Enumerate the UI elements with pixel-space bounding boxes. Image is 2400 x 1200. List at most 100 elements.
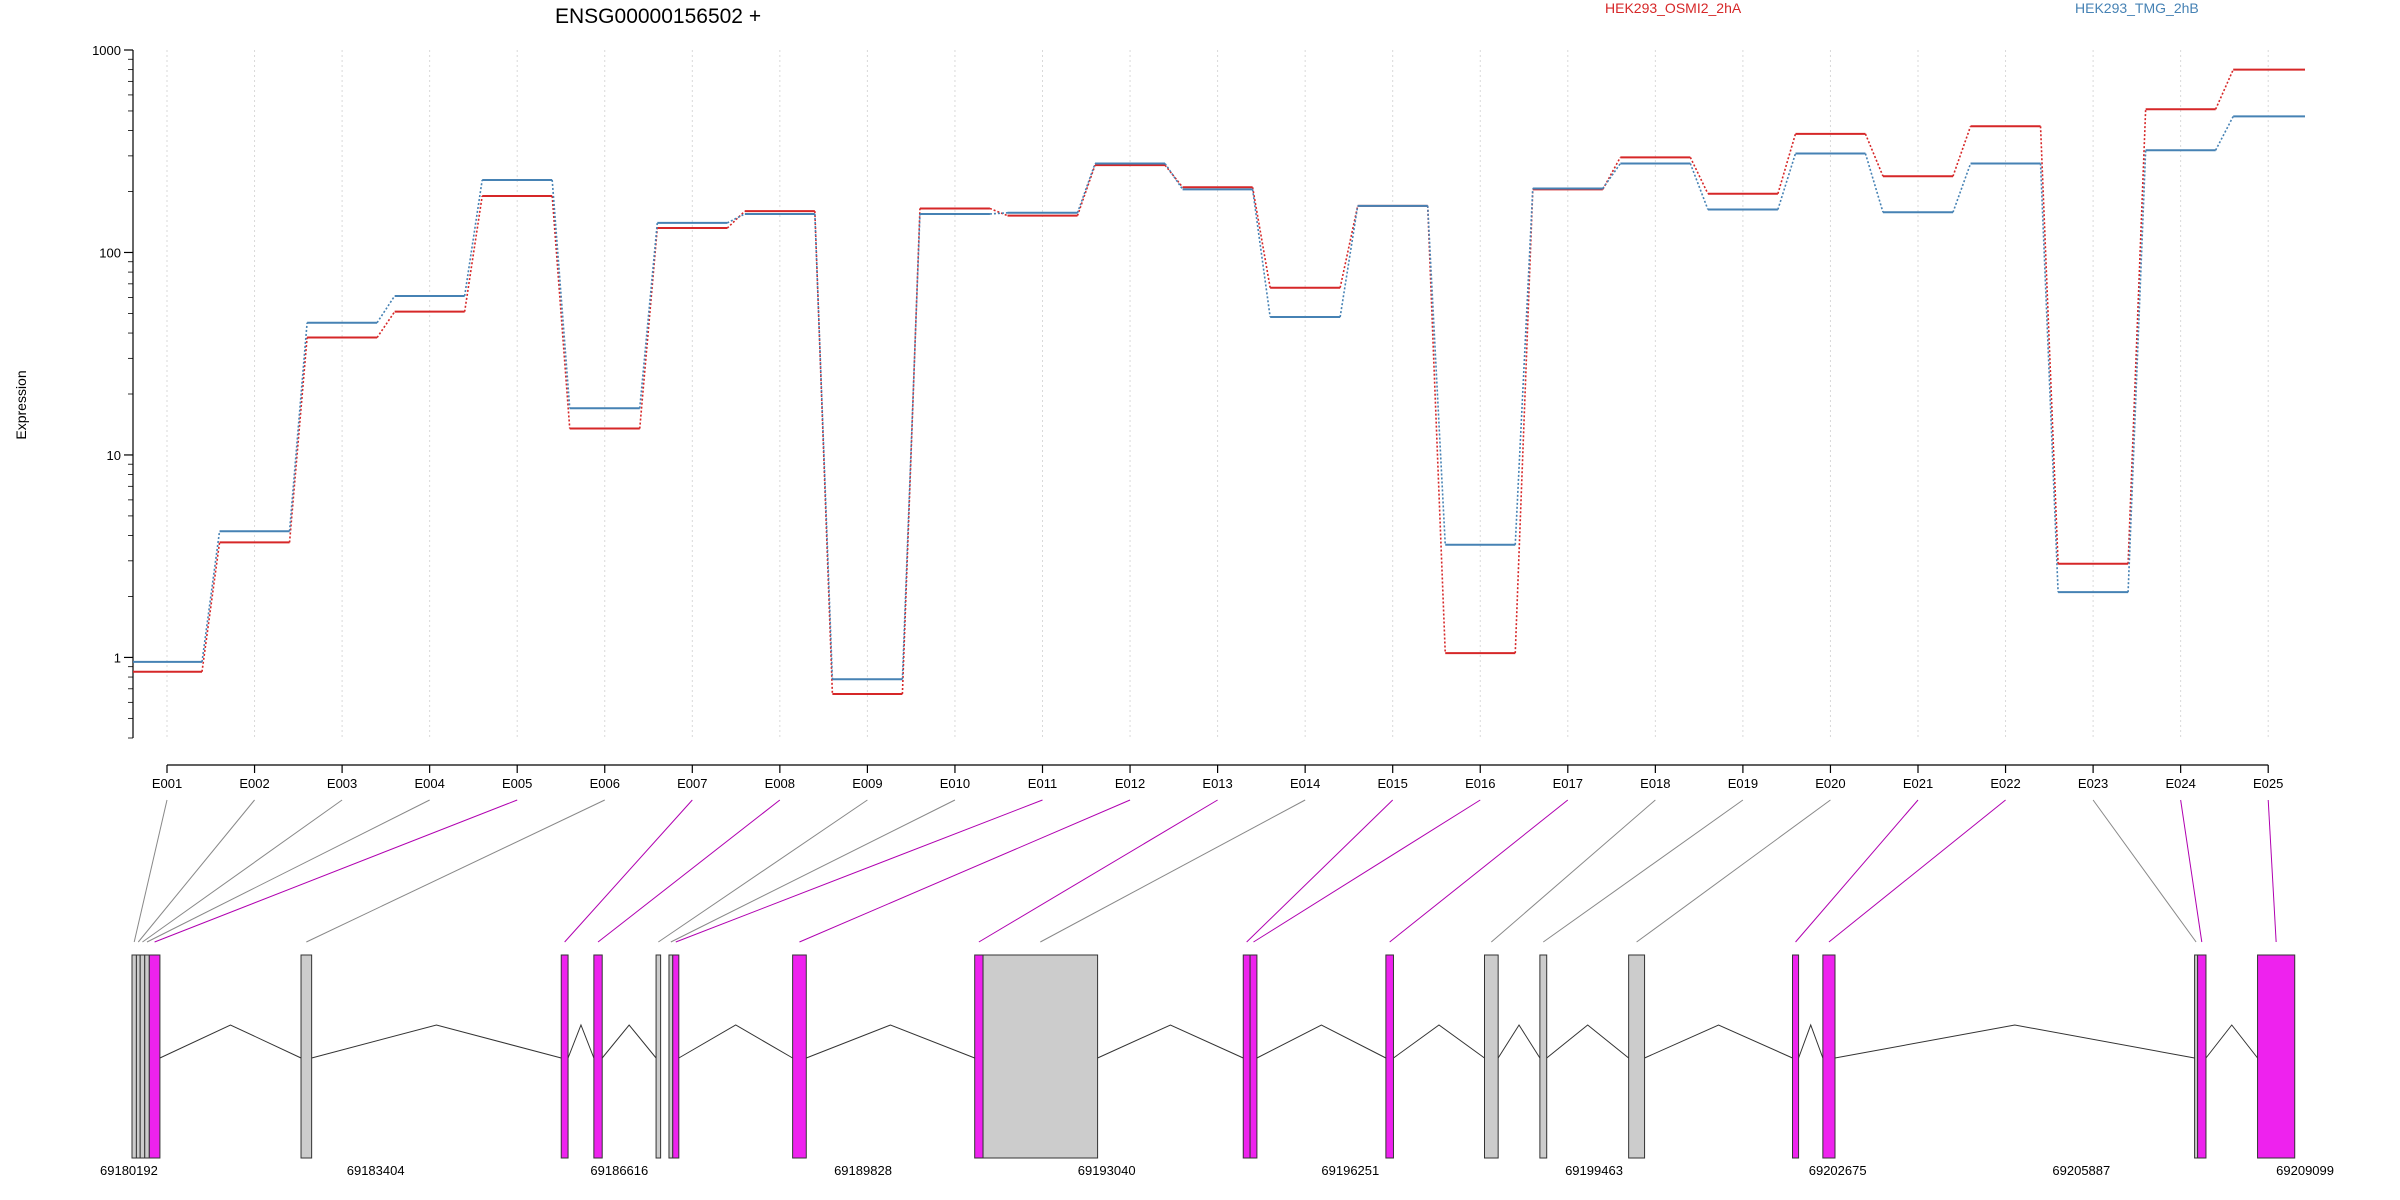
series-1-transition — [1076, 163, 1096, 214]
connector-e018 — [1491, 799, 1656, 943]
connector-e015 — [1246, 799, 1394, 943]
connector-e003 — [142, 799, 343, 943]
exon-box-e011 — [672, 954, 680, 1159]
exon-box-e018 — [1484, 954, 1499, 1159]
series-0-transition — [989, 207, 1008, 217]
series-1-transition — [376, 295, 396, 324]
intron-7 — [1097, 1024, 1244, 1059]
series-0-transition — [376, 311, 396, 339]
exon-box-e003 — [139, 954, 146, 1159]
x-tick-label-e005: E005 — [502, 776, 532, 791]
coordinate-label-69199463: 69199463 — [1565, 1163, 1623, 1178]
series-0-transition — [638, 227, 659, 429]
x-tick-label-e014: E014 — [1290, 776, 1320, 791]
coordinate-label-69183404: 69183404 — [347, 1163, 405, 1178]
series-1-transition — [638, 222, 659, 409]
series-1-transition — [1689, 163, 1709, 210]
x-tick-label-e004: E004 — [414, 776, 444, 791]
coordinate-label-69209099: 69209099 — [2276, 1163, 2334, 1178]
x-tick-label-e008: E008 — [765, 776, 795, 791]
x-tick-label-e007: E007 — [677, 776, 707, 791]
series-0-transition — [1864, 133, 1884, 177]
connector-e010 — [670, 799, 956, 943]
intron-12 — [1644, 1024, 1793, 1059]
exon-box-e013 — [974, 954, 984, 1159]
x-tick-label-e006: E006 — [590, 776, 620, 791]
connector-e016 — [1253, 799, 1481, 943]
exon-box-e014 — [982, 954, 1099, 1159]
exon-box-e005 — [148, 954, 161, 1159]
series-0-transition — [201, 542, 221, 672]
exon-box-e016 — [1249, 954, 1258, 1159]
exon-box-e015 — [1242, 954, 1251, 1159]
connector-e002 — [137, 799, 255, 943]
series-1-transition — [201, 531, 221, 663]
exon-box-e017 — [1385, 954, 1394, 1159]
connector-e022 — [1828, 799, 2006, 943]
series-0-transition — [901, 208, 921, 694]
series-0-transition — [1952, 126, 1972, 177]
exon-box-e025 — [2257, 954, 2296, 1159]
connector-e012 — [799, 799, 1131, 943]
series-1-transition — [1426, 205, 1447, 545]
series-0-transition — [463, 195, 483, 312]
exon-box-e019 — [1539, 954, 1548, 1159]
x-tick-label-e011: E011 — [1028, 776, 1057, 791]
series-1-transition — [1864, 153, 1884, 213]
series-1-transition — [1602, 163, 1622, 189]
intron-1 — [159, 1024, 302, 1059]
series-1-transition — [2127, 150, 2147, 593]
series-1-transition — [1514, 188, 1534, 545]
series-1-transition — [288, 322, 308, 532]
intron-3 — [567, 1023, 595, 1059]
x-tick-label-e016: E016 — [1465, 776, 1495, 791]
y-axis-label: Expression — [13, 370, 29, 439]
exon-box-e009 — [655, 954, 662, 1159]
exon-box-e021 — [1792, 954, 1800, 1159]
intron-13 — [1798, 1023, 1824, 1059]
exon-box-e008 — [593, 954, 603, 1159]
exon-box-e024 — [2197, 954, 2207, 1159]
legend-entry-osmi2: HEK293_OSMI2_2hA — [1605, 0, 1742, 16]
y-tick-label-1000: 1000 — [92, 43, 121, 58]
x-tick-label-e017: E017 — [1553, 776, 1583, 791]
coordinate-label-69180192: 69180192 — [100, 1163, 158, 1178]
series-tmg — [133, 115, 2305, 681]
exon-box-e007 — [560, 954, 569, 1159]
x-tick-label-e002: E002 — [239, 776, 269, 791]
connector-e004 — [146, 799, 430, 943]
series-0-transition — [551, 195, 571, 429]
exon-box-e001 — [131, 954, 137, 1159]
intron-8 — [1256, 1024, 1387, 1059]
series-1-transition — [1164, 163, 1184, 190]
connector-e006 — [306, 799, 605, 943]
series-1-transition — [901, 213, 921, 680]
series-0-transition — [2127, 109, 2147, 564]
exon-box-e012 — [792, 954, 807, 1159]
series-0-transition — [1426, 205, 1447, 654]
x-tick-label-e009: E009 — [852, 776, 882, 791]
connector-e017 — [1389, 799, 1569, 943]
intron-10 — [1497, 1024, 1541, 1059]
connector-e009 — [658, 799, 868, 943]
intron-2 — [311, 1024, 562, 1059]
x-tick-label-e022: E022 — [1990, 776, 2020, 791]
series-1-transition — [1251, 189, 1271, 318]
connector-e011 — [675, 799, 1043, 943]
series-0-transition — [1164, 164, 1184, 188]
x-tick-label-e003: E003 — [327, 776, 357, 791]
connector-e008 — [597, 799, 781, 943]
connector-e021 — [1795, 799, 1919, 943]
expression-series — [133, 68, 2305, 695]
coordinate-label-69189828: 69189828 — [834, 1163, 892, 1178]
coordinate-label-69193040: 69193040 — [1078, 1163, 1136, 1178]
x-tick-label-e013: E013 — [1202, 776, 1232, 791]
connector-e024 — [2180, 799, 2203, 943]
series-0-transition — [2214, 69, 2234, 110]
coordinate-label-69202675: 69202675 — [1809, 1163, 1867, 1178]
intron-5 — [678, 1024, 793, 1059]
series-1-transition — [463, 179, 483, 297]
series-0-transition — [288, 337, 308, 543]
series-1-transition — [551, 179, 571, 409]
exon-connectors — [133, 799, 2277, 943]
